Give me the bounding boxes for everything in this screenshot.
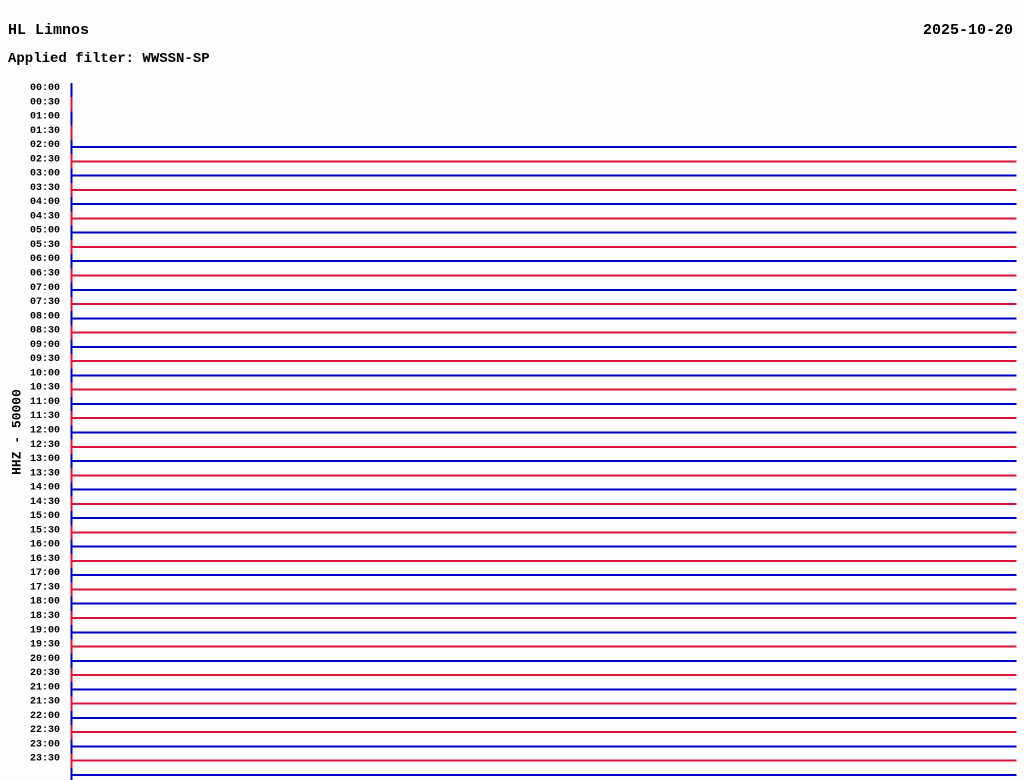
time-label-09:30: 09:30 xyxy=(30,354,60,365)
time-label-01:00: 01:00 xyxy=(30,112,60,123)
time-label-22:00: 22:00 xyxy=(30,711,60,722)
time-label-16:00: 16:00 xyxy=(30,540,60,551)
time-label-16:30: 16:30 xyxy=(30,554,60,565)
time-label-17:30: 17:30 xyxy=(30,582,60,593)
time-label-15:00: 15:00 xyxy=(30,511,60,522)
time-label-23:30: 23:30 xyxy=(30,754,60,765)
time-label-22:30: 22:30 xyxy=(30,725,60,736)
time-label-07:30: 07:30 xyxy=(30,297,60,308)
time-label-11:00: 11:00 xyxy=(30,397,60,408)
time-label-20:00: 20:00 xyxy=(30,654,60,665)
time-label-23:00: 23:00 xyxy=(30,739,60,750)
time-label-13:00: 13:00 xyxy=(30,454,60,465)
time-label-07:00: 07:00 xyxy=(30,283,60,294)
applied-filter-label: Applied filter: WWSSN-SP xyxy=(8,51,210,67)
time-label-04:30: 04:30 xyxy=(30,211,60,222)
time-label-00:30: 00:30 xyxy=(30,97,60,108)
time-label-08:30: 08:30 xyxy=(30,326,60,337)
time-label-11:30: 11:30 xyxy=(30,411,60,422)
time-label-18:30: 18:30 xyxy=(30,611,60,622)
time-label-21:00: 21:00 xyxy=(30,682,60,693)
time-label-10:30: 10:30 xyxy=(30,383,60,394)
time-label-12:30: 12:30 xyxy=(30,440,60,451)
time-label-02:00: 02:00 xyxy=(30,140,60,151)
time-label-13:30: 13:30 xyxy=(30,468,60,479)
time-label-17:00: 17:00 xyxy=(30,568,60,579)
time-label-06:00: 06:00 xyxy=(30,254,60,265)
time-label-14:30: 14:30 xyxy=(30,497,60,508)
time-label-19:00: 19:00 xyxy=(30,625,60,636)
time-label-05:30: 05:30 xyxy=(30,240,60,251)
station-title: HL Limnos xyxy=(8,22,90,39)
time-label-09:00: 09:00 xyxy=(30,340,60,351)
time-label-21:30: 21:30 xyxy=(30,697,60,708)
time-label-10:00: 10:00 xyxy=(30,368,60,379)
time-label-03:00: 03:00 xyxy=(30,169,60,180)
time-label-08:00: 08:00 xyxy=(30,311,60,322)
time-label-02:30: 02:30 xyxy=(30,154,60,165)
date-label: 2025-10-20 xyxy=(922,22,1013,39)
time-label-14:00: 14:00 xyxy=(30,483,60,494)
time-label-20:30: 20:30 xyxy=(30,668,60,679)
time-label-19:30: 19:30 xyxy=(30,640,60,651)
time-label-06:30: 06:30 xyxy=(30,269,60,280)
time-label-05:00: 05:00 xyxy=(30,226,60,237)
time-label-18:00: 18:00 xyxy=(30,597,60,608)
time-label-12:00: 12:00 xyxy=(30,425,60,436)
time-label-01:30: 01:30 xyxy=(30,126,60,137)
time-label-03:30: 03:30 xyxy=(30,183,60,194)
time-label-15:30: 15:30 xyxy=(30,525,60,536)
time-label-04:00: 04:00 xyxy=(30,197,60,208)
time-label-00:00: 00:00 xyxy=(30,83,60,94)
